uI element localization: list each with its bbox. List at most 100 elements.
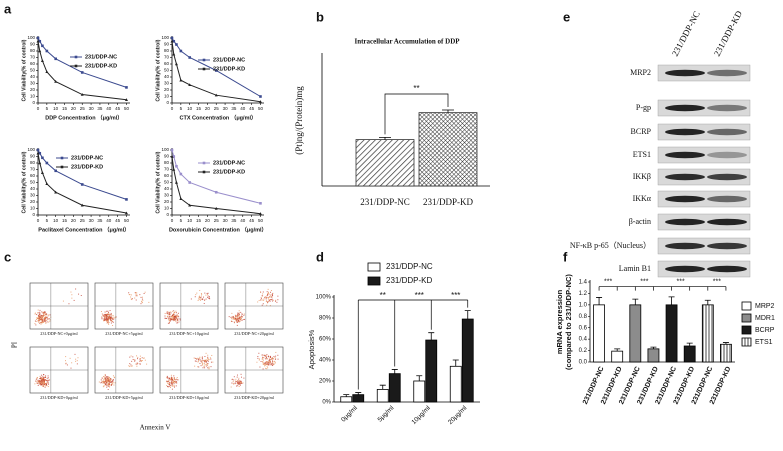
dot — [141, 301, 143, 303]
dot — [207, 364, 209, 366]
x-tick-label: 10 — [187, 218, 193, 223]
dot — [75, 360, 77, 362]
dot — [169, 316, 171, 318]
significance-bracket — [357, 299, 469, 390]
dot — [110, 313, 112, 315]
dot — [47, 314, 49, 316]
dot — [43, 320, 45, 322]
dot — [200, 292, 202, 294]
legend-marker — [74, 55, 78, 59]
dot — [264, 355, 266, 357]
dot — [104, 381, 106, 383]
dot — [272, 299, 274, 301]
dot — [42, 321, 44, 323]
dot — [177, 312, 179, 314]
dot — [176, 381, 178, 383]
dot — [172, 315, 174, 317]
dot — [231, 321, 233, 323]
dot — [141, 300, 143, 302]
dot — [172, 377, 174, 379]
dot — [198, 298, 200, 300]
dot — [172, 380, 174, 382]
significance-label: ** — [413, 84, 419, 93]
dot — [136, 292, 138, 294]
dot — [105, 313, 107, 315]
dot — [241, 315, 243, 317]
dot — [43, 312, 45, 314]
dot — [44, 311, 46, 313]
dot — [263, 299, 265, 301]
x-axis-label: CTX Concentration （μg/ml） — [179, 113, 256, 121]
dot — [41, 382, 43, 384]
flow-cytometry: 231/DDP-NC+0μg/ml 231/DDP-NC+5μg/ml 231/DD… — [11, 282, 284, 432]
dot — [44, 379, 46, 381]
dot — [235, 381, 237, 383]
x-tick-label: 20 — [205, 218, 211, 223]
dot — [202, 364, 204, 366]
dot — [168, 316, 170, 318]
dot — [101, 318, 103, 320]
marker — [172, 155, 176, 158]
dot — [196, 292, 198, 294]
dot — [174, 318, 176, 320]
bar — [425, 339, 438, 403]
x-tick-label: 40 — [240, 218, 246, 223]
dot — [112, 380, 114, 382]
dot — [232, 380, 234, 382]
dot — [175, 378, 177, 380]
dot — [39, 378, 41, 380]
dot — [172, 382, 174, 384]
dot — [110, 317, 112, 319]
dot — [271, 298, 273, 300]
y-tick-label: 0 — [166, 212, 169, 217]
dot — [272, 363, 274, 365]
dot — [269, 305, 271, 307]
dot — [104, 375, 106, 377]
error-bar — [428, 332, 435, 341]
dot — [106, 378, 108, 380]
dot — [236, 321, 238, 323]
error-line — [686, 342, 693, 346]
dot — [173, 377, 175, 379]
dot — [41, 380, 43, 382]
dot — [233, 383, 235, 385]
dot — [46, 317, 48, 319]
y-tick-label: 60% — [319, 337, 332, 343]
dot — [71, 297, 73, 299]
y-tick-label: 20% — [319, 379, 332, 385]
dot — [39, 381, 41, 383]
dot — [110, 322, 112, 324]
dot — [170, 319, 172, 321]
dot — [47, 318, 49, 320]
dot — [264, 364, 266, 366]
chart-title: Intracellular Accumulation of DDP — [354, 38, 460, 46]
dot — [238, 318, 240, 320]
x-tick-label: 25 — [214, 106, 220, 111]
dot — [169, 387, 171, 389]
y-tick-label: 90 — [164, 154, 170, 159]
marker — [214, 93, 218, 97]
dot — [239, 381, 241, 383]
dot — [48, 318, 50, 320]
dot — [262, 361, 264, 363]
dot — [107, 316, 109, 318]
dot — [44, 320, 46, 322]
dot — [206, 365, 208, 367]
dot — [175, 315, 177, 317]
dot — [39, 383, 41, 385]
error-bar — [343, 394, 350, 397]
dot — [140, 296, 142, 298]
dot — [170, 377, 172, 379]
error-line — [614, 348, 621, 352]
marker — [214, 206, 218, 210]
dot — [194, 296, 196, 298]
marker — [175, 43, 178, 46]
dot — [208, 368, 210, 370]
dot — [271, 361, 273, 363]
dot — [206, 359, 208, 361]
x-tick-label: 15 — [196, 106, 202, 111]
dot — [207, 356, 209, 358]
dot — [40, 380, 42, 382]
dot — [235, 378, 237, 380]
bar — [593, 304, 605, 363]
